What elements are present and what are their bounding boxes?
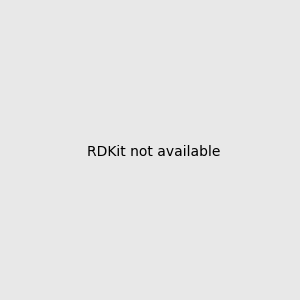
Text: RDKit not available: RDKit not available xyxy=(87,145,220,158)
